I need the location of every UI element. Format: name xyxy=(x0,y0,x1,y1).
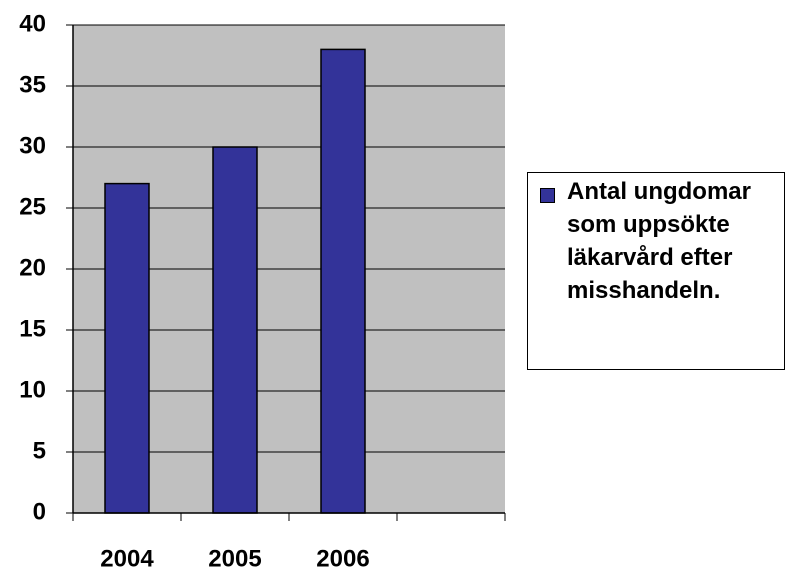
bar xyxy=(104,182,150,514)
y-tick-label: 10 xyxy=(19,376,46,403)
y-tick-label: 20 xyxy=(19,254,46,281)
y-tick-label: 0 xyxy=(33,498,46,525)
x-tick-label: 2006 xyxy=(316,545,369,572)
x-tick-label: 2005 xyxy=(208,545,261,572)
y-tick-label: 30 xyxy=(19,132,46,159)
y-tick-label: 15 xyxy=(19,315,46,342)
y-tick-label: 5 xyxy=(33,437,46,464)
y-tick-label: 40 xyxy=(19,10,46,37)
bar xyxy=(212,146,258,514)
legend-swatch xyxy=(540,188,555,203)
legend: Antal ungdomar som uppsökte läkarvård ef… xyxy=(527,172,785,370)
x-tick-label: 2004 xyxy=(100,545,154,572)
y-tick-label: 25 xyxy=(19,193,46,220)
legend-label: Antal ungdomar som uppsökte läkarvård ef… xyxy=(567,178,751,304)
bar xyxy=(320,48,366,514)
y-tick-label: 35 xyxy=(19,71,46,98)
